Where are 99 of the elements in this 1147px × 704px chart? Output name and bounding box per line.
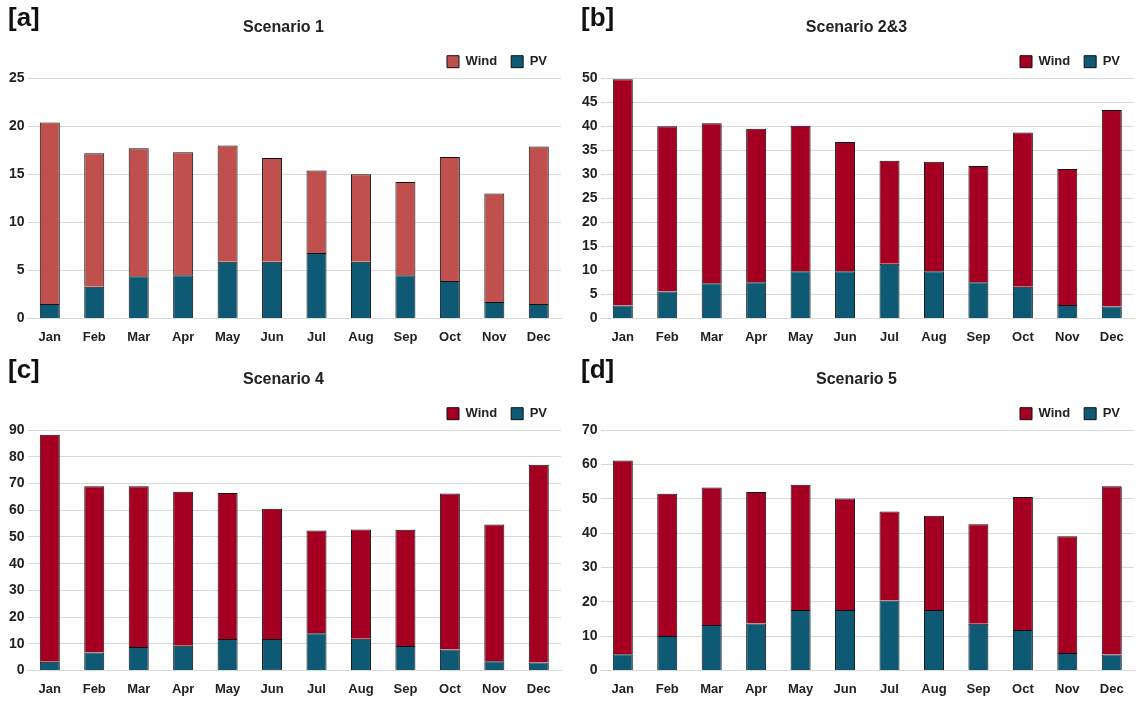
x-tick-label: Dec — [1099, 680, 1124, 696]
x-tick-label: Jun — [833, 680, 857, 696]
x-tick-label: Feb — [82, 680, 106, 696]
y-tick-label: 80 — [8, 447, 25, 464]
legend-label: Wind — [465, 53, 498, 69]
y-tick-label: 35 — [581, 141, 598, 158]
x-tick-label: May — [787, 328, 815, 344]
x-tick-label: Jun — [260, 680, 284, 696]
x-tick-label: Nov — [482, 680, 508, 696]
y-tick-label: 50 — [581, 69, 598, 86]
y-tick-label: 40 — [581, 117, 598, 134]
x-tick-label: Apr — [171, 328, 195, 344]
x-tick-label: Aug — [921, 328, 947, 344]
y-tick-label: 10 — [8, 213, 25, 230]
y-tick-label: 90 — [8, 421, 25, 438]
text: [a] — [8, 2, 40, 33]
x-tick-label: Apr — [744, 328, 768, 344]
text: [c] — [8, 354, 40, 385]
legend-label: PV — [1102, 405, 1121, 421]
x-tick-label: Sep — [966, 328, 991, 344]
legend-label: PV — [1102, 53, 1121, 69]
y-tick-label: 10 — [8, 634, 25, 651]
chart-title: Scenario 2&3 — [805, 18, 908, 36]
x-tick-label: Aug — [921, 680, 947, 696]
x-tick-label: Sep — [966, 680, 991, 696]
text: [b] — [581, 2, 615, 33]
x-tick-label: Sep — [393, 680, 418, 696]
x-tick-label: Jun — [833, 328, 857, 344]
y-tick-label: 30 — [581, 165, 598, 182]
x-tick-label: Jun — [260, 328, 284, 344]
x-tick-label: Oct — [439, 680, 462, 696]
x-tick-label: Nov — [482, 328, 508, 344]
x-tick-label: Jul — [307, 328, 326, 344]
x-tick-label: Jul — [880, 680, 899, 696]
x-tick-label: Apr — [171, 680, 195, 696]
x-tick-label: May — [214, 680, 242, 696]
y-tick-label: 50 — [581, 489, 598, 506]
x-tick-label: Jul — [880, 328, 899, 344]
y-tick-label: 20 — [8, 607, 25, 624]
y-tick-label: 20 — [8, 117, 25, 134]
x-tick-label: Oct — [439, 328, 462, 344]
x-tick-label: Mar — [127, 680, 151, 696]
x-tick-label: Mar — [700, 328, 724, 344]
chart-title: Scenario 5 — [816, 370, 898, 388]
y-tick-label: 15 — [8, 165, 25, 182]
chart-title: Scenario 1 — [243, 18, 325, 36]
y-tick-label: 5 — [16, 261, 25, 278]
x-tick-label: Apr — [744, 680, 768, 696]
y-tick-label: 0 — [589, 309, 598, 326]
y-tick-label: 10 — [581, 626, 598, 643]
y-tick-label: 25 — [581, 189, 598, 206]
x-tick-label: Sep — [393, 328, 418, 344]
legend-label: Wind — [1038, 53, 1071, 69]
y-tick-label: 0 — [16, 661, 25, 678]
y-tick-label: 25 — [8, 69, 25, 86]
y-tick-label: 40 — [581, 524, 598, 540]
x-tick-label: Feb — [655, 680, 679, 696]
x-tick-label: Dec — [526, 328, 551, 344]
x-tick-label: Jan — [38, 328, 62, 344]
x-tick-label: Aug — [348, 328, 374, 344]
y-tick-label: 30 — [8, 581, 25, 598]
y-tick-label: 40 — [8, 554, 25, 571]
legend-label: Wind — [1038, 405, 1071, 421]
x-tick-label: May — [214, 328, 242, 344]
y-tick-label: 60 — [581, 455, 598, 472]
text: [d] — [581, 354, 615, 385]
x-tick-label: Nov — [1055, 328, 1081, 344]
x-tick-label: Nov — [1055, 680, 1081, 696]
y-tick-label: 10 — [581, 261, 598, 278]
y-tick-label: 5 — [589, 285, 598, 302]
y-tick-label: 15 — [581, 237, 598, 254]
x-tick-label: Oct — [1012, 328, 1035, 344]
x-tick-label: Jan — [38, 680, 62, 696]
y-tick-label: 0 — [589, 661, 598, 678]
x-tick-label: Mar — [127, 328, 151, 344]
y-tick-label: 0 — [16, 309, 25, 326]
y-tick-label: 70 — [581, 421, 598, 438]
legend-label: PV — [529, 405, 548, 421]
legend-label: PV — [529, 53, 548, 69]
x-tick-label: Jul — [307, 680, 326, 696]
y-tick-label: 30 — [581, 558, 598, 575]
x-tick-label: May — [787, 680, 815, 696]
x-tick-label: Dec — [1099, 328, 1124, 344]
y-tick-label: 70 — [8, 474, 25, 491]
x-tick-label: Jan — [611, 680, 635, 696]
x-tick-label: Dec — [526, 680, 551, 696]
x-tick-label: Mar — [700, 680, 724, 696]
x-tick-label: Oct — [1012, 680, 1035, 696]
y-tick-label: 20 — [581, 592, 598, 609]
x-tick-label: Feb — [655, 328, 679, 344]
x-tick-label: Feb — [82, 328, 106, 344]
x-tick-label: Jan — [611, 328, 635, 344]
y-tick-label: 50 — [8, 527, 25, 544]
y-tick-label: 60 — [8, 501, 25, 518]
legend-label: Wind — [465, 405, 498, 421]
y-tick-label: 45 — [581, 93, 598, 110]
x-tick-label: Aug — [348, 680, 374, 696]
y-tick-label: 20 — [581, 213, 598, 230]
chart-title: Scenario 4 — [243, 370, 325, 388]
